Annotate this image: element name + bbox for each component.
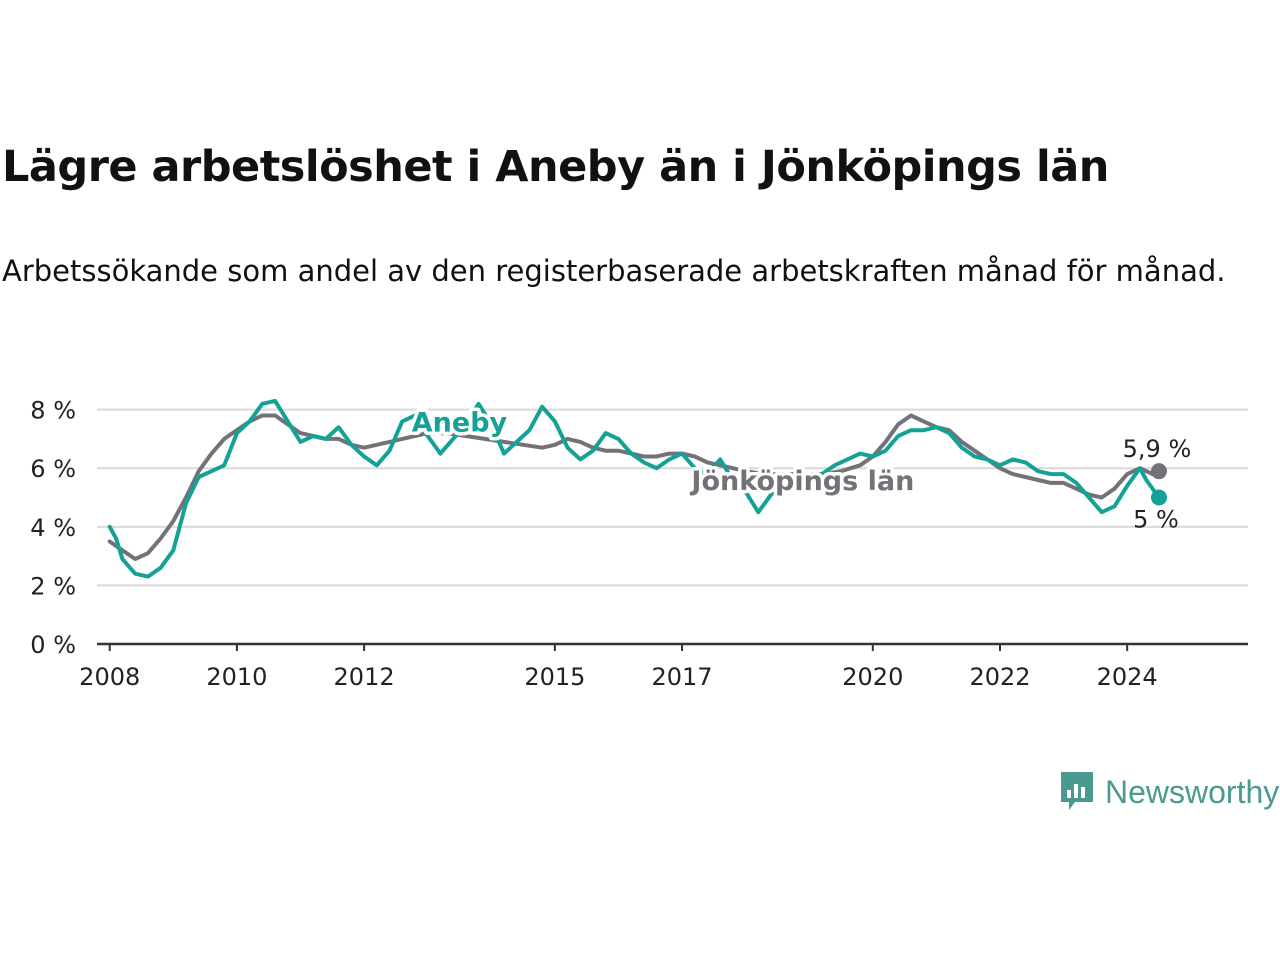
- end-value-label-aneby: 5 %: [1133, 506, 1179, 534]
- x-tick-label: 2012: [334, 663, 395, 691]
- y-tick-label: 6 %: [30, 455, 76, 483]
- x-tick-label: 2010: [206, 663, 267, 691]
- end-value-label-jonkopings-lan: 5,9 %: [1123, 435, 1192, 463]
- series-line-aneby: [107, 398, 1161, 579]
- y-tick-label: 4 %: [30, 514, 76, 542]
- y-tick-label: 0 %: [30, 631, 76, 659]
- series-end-point: [1150, 489, 1167, 506]
- x-tick-label: 2008: [79, 663, 140, 691]
- x-tick-label: 2017: [651, 663, 712, 691]
- y-tick-label: 8 %: [30, 397, 76, 425]
- brand-name: Newsworthy: [1105, 773, 1280, 810]
- series-end-point: [1150, 463, 1167, 480]
- x-tick-label: 2015: [524, 663, 585, 691]
- newsworthy-logo-icon: [1061, 772, 1093, 810]
- x-tick-label: 2024: [1097, 663, 1158, 691]
- y-tick-label: 2 %: [30, 572, 76, 600]
- series-label-aneby: Aneby: [412, 408, 508, 439]
- series-line-jonkopings-lan: [107, 413, 1161, 561]
- newsworthy-logo: Newsworthy: [1059, 770, 1279, 814]
- chart-title: Lägre arbetslöshet i Aneby än i Jönköpin…: [2, 142, 1109, 192]
- line-chart: Aneby Jönköpings län 5,9 % 5 % 2008 2010 2012…: [30, 397, 1248, 691]
- series-label-jonkopings-lan: Jönköpings län: [689, 466, 914, 497]
- chart-subtitle: Arbetssökande som andel av den registerb…: [2, 254, 1226, 288]
- x-tick-label: 2022: [969, 663, 1030, 691]
- x-tick-label: 2020: [842, 663, 903, 691]
